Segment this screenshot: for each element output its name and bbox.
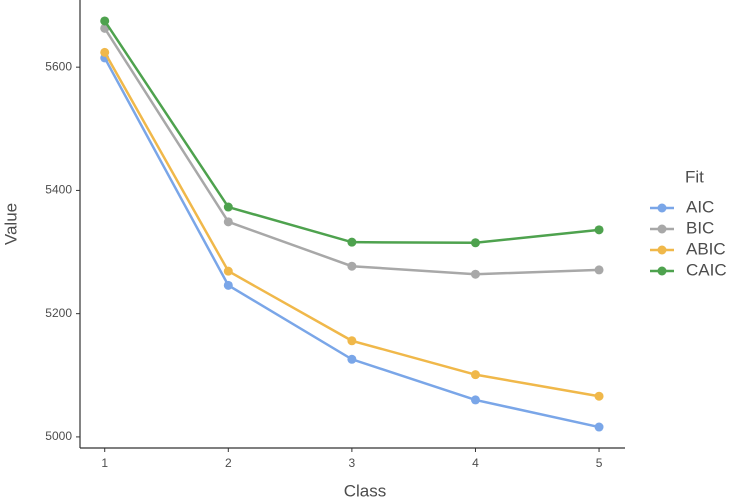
data-point [470, 269, 480, 279]
x-tick-label: 1 [101, 456, 108, 470]
legend-label: ABIC [686, 239, 726, 258]
x-tick-label: 5 [596, 456, 603, 470]
x-tick-label: 3 [349, 456, 356, 470]
legend-dot [657, 224, 667, 234]
legend-title: Fit [685, 167, 704, 186]
data-point [347, 336, 357, 346]
data-point [470, 238, 480, 248]
x-tick-label: 2 [225, 456, 232, 470]
series-line [103, 20, 600, 245]
data-point [470, 395, 480, 405]
legend-dot [657, 266, 667, 276]
y-tick-label: 5600 [45, 59, 72, 73]
data-point [594, 391, 604, 401]
legend-label: AIC [686, 197, 714, 216]
y-tick-label: 5400 [45, 183, 72, 197]
data-point [594, 225, 604, 235]
data-point [594, 422, 604, 432]
data-point [347, 354, 357, 364]
data-point [470, 370, 480, 380]
data-point [100, 16, 110, 26]
data-point [594, 265, 604, 275]
x-tick-label: 4 [472, 456, 479, 470]
legend-label: BIC [686, 218, 714, 237]
data-point [223, 202, 233, 212]
data-point [223, 266, 233, 276]
data-point [223, 280, 233, 290]
legend-label: CAIC [686, 260, 727, 279]
data-point [100, 47, 110, 57]
x-axis-title: Class [344, 481, 387, 500]
y-tick-label: 5200 [45, 306, 72, 320]
y-tick-label: 5000 [45, 429, 72, 443]
legend-dot [657, 203, 667, 213]
y-axis-title: Value [1, 203, 20, 245]
data-point [347, 261, 357, 271]
data-point [223, 217, 233, 227]
legend-dot [657, 245, 667, 255]
data-point [347, 237, 357, 247]
